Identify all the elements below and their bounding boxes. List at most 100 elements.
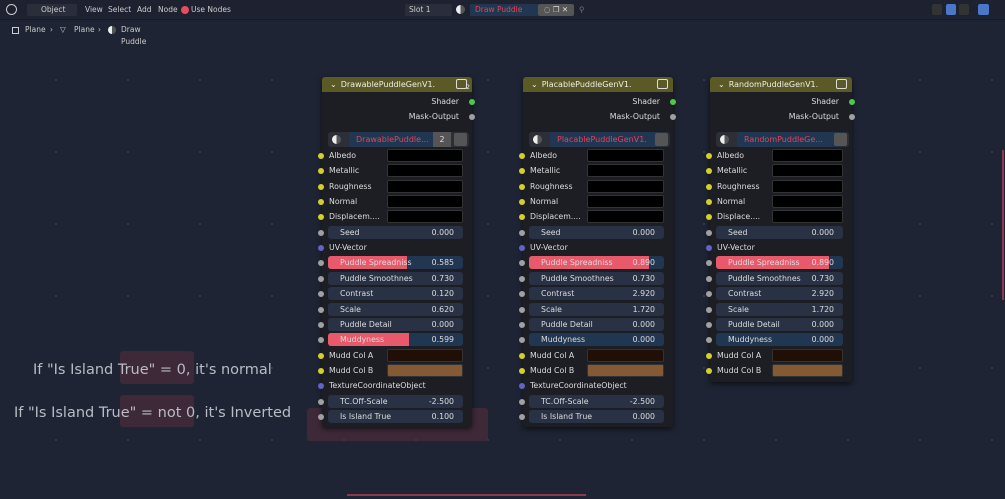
snap-type-icon[interactable]	[959, 4, 969, 15]
color-swatch[interactable]	[387, 195, 463, 209]
material-name[interactable]: PlacablePuddleGenV1.	[550, 132, 660, 147]
socket-dot[interactable]	[318, 383, 324, 390]
material-actions[interactable]: ◌ ❐ ✕	[538, 4, 574, 16]
socket-dot[interactable]	[519, 398, 525, 405]
color-swatch[interactable]	[587, 363, 664, 377]
material-selector[interactable]: RandomPuddleGe...	[716, 132, 849, 147]
socket-dot[interactable]	[519, 306, 525, 313]
socket-dot[interactable]	[706, 337, 712, 344]
menu-select[interactable]: Select	[108, 5, 132, 14]
node-2[interactable]: ⌄ RandomPuddleGenV1. Shader Mask-Output Rand…	[706, 77, 855, 382]
color-swatch[interactable]	[387, 210, 463, 224]
material-icon[interactable]	[533, 135, 542, 144]
color-swatch[interactable]	[387, 164, 463, 178]
mode-select[interactable]: Object	[27, 4, 77, 16]
socket-dot[interactable]	[318, 306, 324, 313]
socket-dot[interactable]	[706, 321, 712, 328]
socket-dot[interactable]	[670, 99, 676, 105]
overlay-icon[interactable]	[978, 4, 989, 15]
socket-dot[interactable]	[318, 153, 324, 159]
number-field[interactable]: Puddle Smoothnes 0.730	[529, 271, 664, 285]
color-swatch[interactable]	[387, 348, 463, 362]
socket-dot[interactable]	[519, 153, 525, 159]
socket-dot[interactable]	[706, 153, 712, 159]
socket-dot[interactable]	[318, 275, 324, 282]
number-field[interactable]: Seed 0.000	[529, 225, 664, 239]
color-swatch[interactable]	[772, 149, 843, 162]
color-swatch[interactable]	[772, 195, 843, 209]
color-swatch[interactable]	[587, 195, 664, 209]
number-field[interactable]: Puddle Smoothnes 0.730	[716, 271, 843, 285]
socket-dot[interactable]	[706, 214, 712, 221]
number-field[interactable]: Scale 1.720	[529, 302, 664, 316]
socket-dot[interactable]	[318, 183, 324, 190]
number-field[interactable]: Puddle Detail 0.000	[529, 317, 664, 331]
socket-dot[interactable]	[519, 245, 525, 252]
material-icon[interactable]	[720, 135, 729, 144]
socket-dot[interactable]	[706, 306, 712, 313]
menu-add[interactable]: Add	[137, 5, 152, 14]
socket-dot[interactable]	[706, 352, 712, 359]
socket-dot[interactable]	[849, 114, 855, 121]
socket-dot[interactable]	[318, 260, 324, 267]
chevron-down-icon[interactable]: ⌄	[531, 80, 538, 89]
number-field[interactable]: Seed 0.000	[716, 225, 843, 239]
slider-field[interactable]: Muddyness 0.000	[716, 333, 843, 347]
socket-dot[interactable]	[519, 383, 525, 390]
socket-dot[interactable]	[318, 245, 324, 252]
socket-dot[interactable]	[318, 214, 324, 221]
socket-dot[interactable]	[519, 367, 525, 374]
number-field[interactable]: Contrast 2.920	[529, 287, 664, 301]
number-field[interactable]: Contrast 2.920	[716, 287, 843, 301]
slider-field[interactable]: Muddyness 0.000	[529, 333, 664, 347]
scrollbar[interactable]	[1002, 150, 1004, 300]
node-0[interactable]: ⌄ DrawablePuddleGenV1. 2 Shader Mask-Output D…	[318, 77, 475, 427]
color-swatch[interactable]	[772, 164, 843, 178]
slot-select[interactable]: Slot 1	[405, 4, 452, 16]
socket-dot[interactable]	[318, 168, 324, 175]
slider-field[interactable]: Puddle Spreadniss 0.890	[716, 256, 843, 270]
socket-dot[interactable]	[706, 291, 712, 298]
node-group-icon[interactable]	[836, 79, 847, 89]
frame[interactable]	[120, 395, 194, 427]
node-1[interactable]: ⌄ PlacablePuddleGenV1. Shader Mask-Output Pl…	[519, 77, 676, 427]
number-field[interactable]: Seed 0.000	[328, 225, 463, 239]
socket-dot[interactable]	[318, 321, 324, 328]
socket-dot[interactable]	[318, 291, 324, 298]
color-swatch[interactable]	[772, 210, 843, 224]
material-name-field[interactable]: Draw Puddle	[470, 4, 538, 16]
socket-dot[interactable]	[706, 260, 712, 267]
fake-user-icon[interactable]	[655, 133, 668, 146]
use-nodes-checkbox[interactable]	[181, 6, 189, 14]
material-icon[interactable]	[456, 5, 465, 14]
socket-dot[interactable]	[318, 199, 324, 206]
snap-icon[interactable]	[946, 4, 956, 15]
number-field[interactable]: Puddle Detail 0.000	[716, 317, 843, 331]
editor-type-icon[interactable]	[6, 4, 17, 15]
socket-dot[interactable]	[519, 413, 525, 420]
slider-field[interactable]: Puddle Spreadniss 0.890	[529, 256, 664, 270]
socket-dot[interactable]	[706, 199, 712, 206]
color-swatch[interactable]	[387, 179, 463, 193]
number-field[interactable]: TC.Off-Scale -2.500	[328, 394, 463, 408]
frame[interactable]	[120, 351, 194, 384]
menu-view[interactable]: View	[85, 5, 103, 14]
socket-dot[interactable]	[519, 199, 525, 206]
socket-dot[interactable]	[519, 183, 525, 190]
socket-dot[interactable]	[670, 114, 676, 121]
socket-dot[interactable]	[519, 168, 525, 175]
material-icon[interactable]	[332, 135, 341, 144]
color-swatch[interactable]	[387, 363, 463, 377]
chevron-down-icon[interactable]: ⌄	[330, 80, 337, 89]
socket-dot[interactable]	[849, 99, 855, 105]
material-selector[interactable]: PlacablePuddleGenV1.	[529, 132, 670, 147]
socket-dot[interactable]	[469, 99, 475, 105]
material-users[interactable]: 2	[433, 132, 451, 147]
socket-dot[interactable]	[469, 114, 475, 121]
socket-dot[interactable]	[318, 337, 324, 344]
socket-dot[interactable]	[519, 337, 525, 344]
node-header[interactable]: ⌄ DrawablePuddleGenV1. 2	[322, 77, 472, 92]
color-swatch[interactable]	[772, 179, 843, 193]
number-field[interactable]: Contrast 0.120	[328, 287, 463, 301]
number-field[interactable]: Puddle Detail 0.000	[328, 317, 463, 331]
